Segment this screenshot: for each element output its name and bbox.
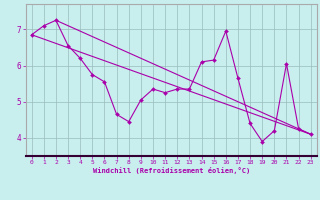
X-axis label: Windchill (Refroidissement éolien,°C): Windchill (Refroidissement éolien,°C) (92, 167, 250, 174)
